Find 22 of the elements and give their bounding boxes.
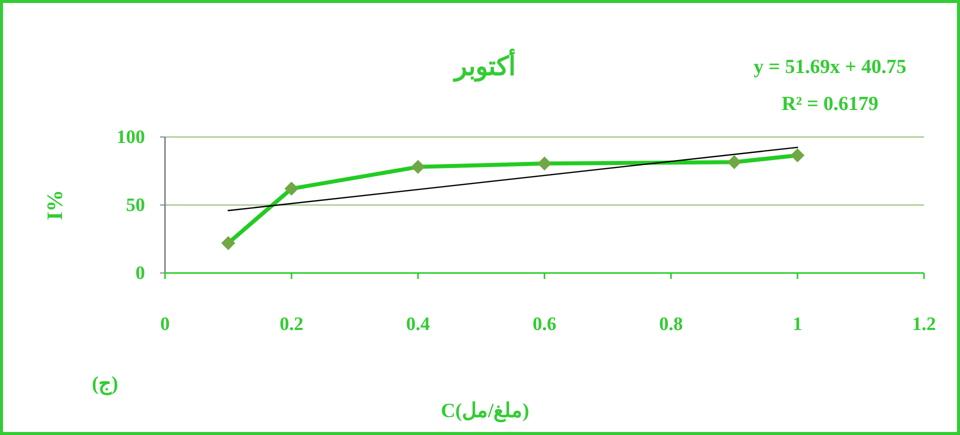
point bbox=[284, 182, 298, 196]
point bbox=[221, 236, 236, 250]
point bbox=[790, 148, 804, 162]
x-tick-label: 0.6 bbox=[532, 314, 556, 335]
x-tick-label: 0 bbox=[160, 314, 170, 335]
point bbox=[411, 160, 425, 174]
y-tick-label: 50 bbox=[126, 195, 145, 216]
x-axis-title: C(ملغ/مل) bbox=[440, 400, 530, 423]
y-tick-label: 100 bbox=[116, 127, 145, 148]
x-tick-label: 0.8 bbox=[659, 314, 683, 335]
chart-title: أكتوبر bbox=[452, 48, 516, 82]
x-tick-label: 0.2 bbox=[280, 314, 304, 335]
y-axis-title: I% bbox=[42, 190, 67, 220]
text: (ج) bbox=[92, 373, 118, 396]
x-tick-label: 1 bbox=[792, 314, 802, 335]
text: y = 51.69x + 40.75 bbox=[754, 56, 906, 78]
x-tick-label: 1.2 bbox=[912, 314, 936, 335]
point bbox=[538, 156, 552, 171]
y-tick-label: 0 bbox=[136, 263, 145, 284]
x-tick-label: 0.4 bbox=[406, 314, 430, 335]
point bbox=[727, 155, 742, 170]
text: R² = 0.6179 bbox=[782, 93, 878, 115]
